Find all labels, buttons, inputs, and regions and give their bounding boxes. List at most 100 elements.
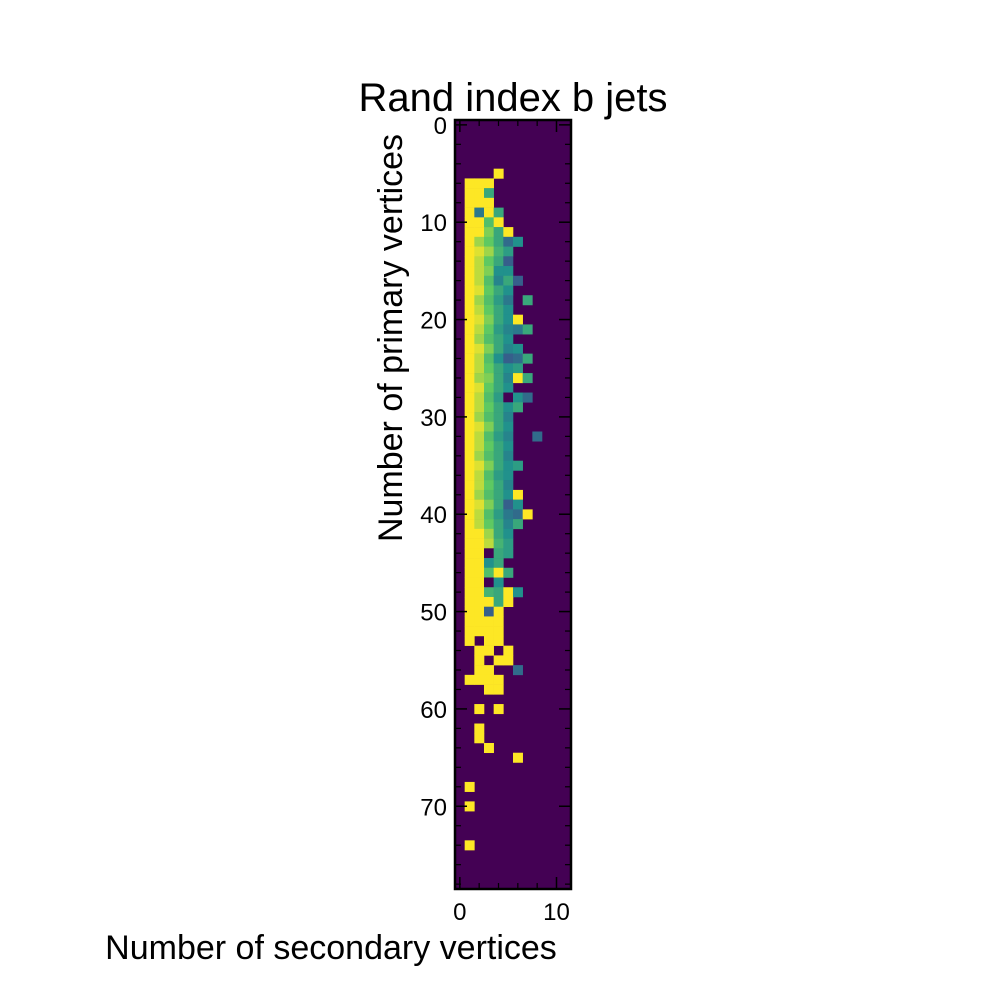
- heatmap-cell: [484, 470, 494, 481]
- heatmap-cell: [484, 207, 494, 218]
- heatmap-cell: [503, 450, 514, 461]
- y-tick-label: 60: [420, 697, 447, 724]
- heatmap-cell: [493, 470, 504, 481]
- heatmap-cell: [464, 538, 475, 549]
- heatmap-cell: [513, 275, 523, 286]
- heatmap-cell: [474, 528, 485, 539]
- heatmap-cell: [493, 587, 504, 598]
- heatmap-cell: [464, 236, 475, 247]
- heatmap-cell: [474, 382, 485, 393]
- heatmap-cell: [522, 353, 533, 364]
- heatmap-cell: [503, 227, 514, 238]
- heatmap-cell: [513, 353, 523, 364]
- y-tick-label: 50: [420, 600, 447, 627]
- heatmap-cell: [464, 275, 475, 286]
- heatmap-cell: [464, 324, 475, 335]
- heatmap-cell: [464, 412, 475, 423]
- heatmap-cell: [493, 353, 504, 364]
- heatmap-cell: [474, 519, 485, 530]
- heatmap-cell: [513, 236, 523, 247]
- heatmap-cell: [493, 635, 504, 646]
- heatmap-cell: [493, 684, 504, 695]
- heatmap-cell: [464, 256, 475, 267]
- heatmap-cell: [464, 178, 475, 189]
- heatmap-cell: [503, 587, 514, 598]
- heatmap-cells: [464, 168, 543, 851]
- heatmap-cell: [503, 548, 514, 559]
- heatmap-cell: [474, 441, 485, 452]
- heatmap-cell: [484, 236, 494, 247]
- heatmap-cell: [493, 499, 504, 510]
- heatmap-cell: [474, 207, 485, 218]
- heatmap-cell: [484, 441, 494, 452]
- heatmap-cell: [484, 509, 494, 520]
- heatmap-cell: [493, 304, 504, 315]
- heatmap-cell: [474, 723, 485, 734]
- heatmap-cell: [474, 285, 485, 296]
- heatmap-cell: [474, 314, 485, 325]
- heatmap-cell: [513, 752, 523, 763]
- heatmap-cell: [464, 217, 475, 228]
- heatmap-cell: [474, 324, 485, 335]
- heatmap-cell: [464, 246, 475, 257]
- heatmap-cell: [493, 704, 504, 715]
- heatmap-cell: [493, 577, 504, 588]
- heatmap-cell: [493, 431, 504, 442]
- heatmap-cell: [464, 840, 475, 851]
- heatmap-cell: [513, 343, 523, 354]
- heatmap-cell: [493, 343, 504, 354]
- heatmap-cell: [474, 246, 485, 257]
- heatmap-cell: [464, 567, 475, 578]
- heatmap-cell: [503, 499, 514, 510]
- heatmap-cell: [474, 227, 485, 238]
- x-tick-label: 0: [453, 899, 466, 926]
- heatmap-cell: [474, 197, 485, 208]
- heatmap-cell: [503, 304, 514, 315]
- heatmap-cell: [464, 431, 475, 442]
- heatmap-cell: [474, 577, 485, 588]
- heatmap-cell: [493, 616, 504, 627]
- heatmap-cell: [474, 402, 485, 413]
- heatmap-cell: [513, 324, 523, 335]
- heatmap-cell: [484, 392, 494, 403]
- heatmap-cell: [503, 460, 514, 471]
- axis-tick-labels: 0 10 20 30 40 50 60 70 0 10: [420, 113, 570, 926]
- heatmap-cell: [474, 509, 485, 520]
- heatmap-cell: [464, 470, 475, 481]
- heatmap-cell: [464, 353, 475, 364]
- heatmap-cell: [493, 674, 504, 685]
- heatmap-cell: [464, 489, 475, 500]
- heatmap-cell: [522, 295, 533, 306]
- heatmap-cell: [474, 266, 485, 277]
- heatmap-cell: [464, 382, 475, 393]
- heatmap-cell: [474, 655, 485, 666]
- heatmap-cell: [474, 645, 485, 656]
- heatmap-cell: [493, 246, 504, 257]
- heatmap-cell: [493, 324, 504, 335]
- heatmap-cell: [464, 314, 475, 325]
- heatmap-cell: [464, 343, 475, 354]
- heatmap-cell: [474, 665, 485, 676]
- heatmap-cell: [484, 246, 494, 257]
- heatmap-cell: [503, 596, 514, 607]
- heatmap-cell: [503, 519, 514, 530]
- heatmap-cell: [493, 509, 504, 520]
- heatmap-cell: [503, 266, 514, 277]
- heatmap-cell: [464, 587, 475, 598]
- heatmap-cell: [464, 519, 475, 530]
- heatmap-cell: [474, 256, 485, 267]
- heatmap-cell: [493, 480, 504, 491]
- heatmap-cell: [484, 363, 494, 374]
- heatmap-cell: [464, 674, 475, 685]
- heatmap-cell: [522, 324, 533, 335]
- heatmap-cell: [503, 567, 514, 578]
- heatmap-cell: [464, 635, 475, 646]
- heatmap-cell: [464, 596, 475, 607]
- heatmap-cell: [503, 314, 514, 325]
- y-tick-label: 70: [420, 794, 447, 821]
- heatmap-cell: [474, 616, 485, 627]
- heatmap-cell: [503, 645, 514, 656]
- heatmap-cell: [464, 402, 475, 413]
- heatmap-cell: [493, 528, 504, 539]
